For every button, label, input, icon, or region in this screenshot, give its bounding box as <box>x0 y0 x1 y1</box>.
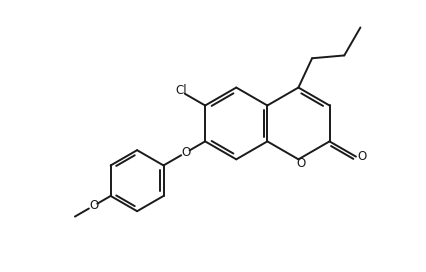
Text: Cl: Cl <box>175 84 187 97</box>
Text: O: O <box>357 150 366 163</box>
Text: O: O <box>89 199 98 212</box>
Text: O: O <box>296 157 305 170</box>
Text: O: O <box>181 146 190 159</box>
